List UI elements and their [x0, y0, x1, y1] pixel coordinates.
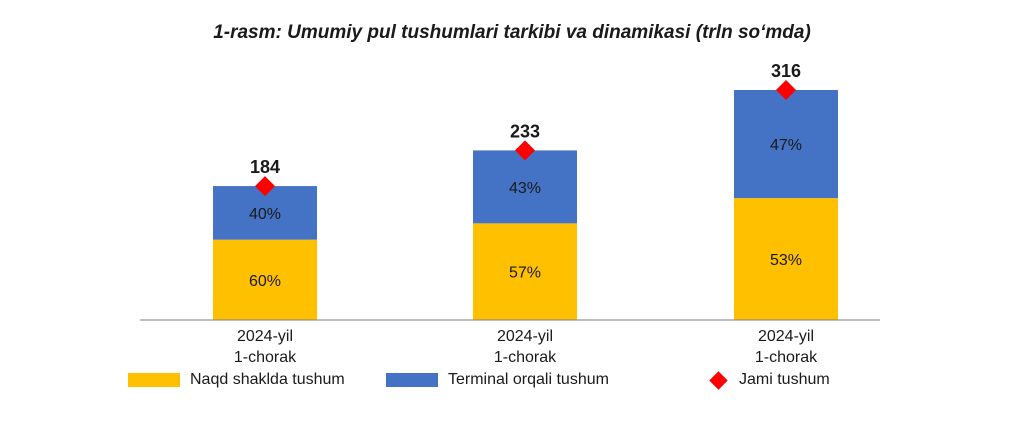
bars-layer — [213, 90, 838, 320]
x-tick-label-2-line-2: 1-chorak — [494, 349, 557, 366]
legend-item-total: Jami tushum — [708, 368, 830, 392]
bar-segment-terminal-2 — [473, 150, 577, 224]
labels-layer: 60% 40% 57% 43% 53% 47% — [249, 137, 802, 290]
legend-label-total: Jami tushum — [739, 371, 830, 388]
x-tick-label-3-line-2: 1-chorak — [755, 349, 818, 366]
total-marker-3 — [776, 80, 796, 100]
x-tick-labels: 2024-yil 1-chorak 2024-yil 1-chorak 2024-yil… — [234, 328, 818, 366]
bar-segment-terminal-3 — [734, 90, 838, 199]
legend-swatch-cash — [128, 373, 180, 387]
data-label-terminal-1: 40% — [249, 206, 281, 223]
legend-item-terminal: Terminal orqali tushum — [386, 368, 609, 392]
chart-title: 1-rasm: Umumiy pul tushumlari tarkibi va… — [213, 22, 811, 43]
total-label-2: 233 — [510, 121, 540, 141]
total-marker-1 — [255, 176, 275, 197]
legend-item-cash: Naqd shaklda tushum — [128, 368, 345, 392]
data-label-cash-2: 57% — [509, 265, 541, 282]
x-tick-label-3-line-1: 2024-yil — [758, 328, 814, 345]
legend-swatch-terminal — [386, 373, 438, 387]
data-label-terminal-3: 47% — [770, 137, 802, 154]
total-marker-2 — [515, 140, 535, 161]
total-label-1: 184 — [250, 157, 280, 177]
bar-segment-cash-3 — [734, 198, 838, 320]
data-label-terminal-2: 43% — [509, 180, 541, 197]
data-label-cash-1: 60% — [249, 273, 281, 290]
data-label-cash-3: 53% — [770, 252, 802, 269]
legend-label-terminal: Terminal orqali tushum — [448, 371, 609, 388]
bar-segment-cash-2 — [473, 223, 577, 320]
x-tick-label-2-line-1: 2024-yil — [497, 328, 553, 345]
x-tick-label-1-line-2: 1-chorak — [234, 349, 297, 366]
x-tick-label-1-line-1: 2024-yil — [237, 328, 293, 345]
markers-layer: 184 233 316 — [250, 61, 801, 197]
legend-marker-total — [709, 370, 728, 390]
bar-segment-cash-1 — [213, 239, 317, 320]
legend-label-cash: Naqd shaklda tushum — [190, 371, 345, 388]
total-label-3: 316 — [771, 61, 801, 81]
